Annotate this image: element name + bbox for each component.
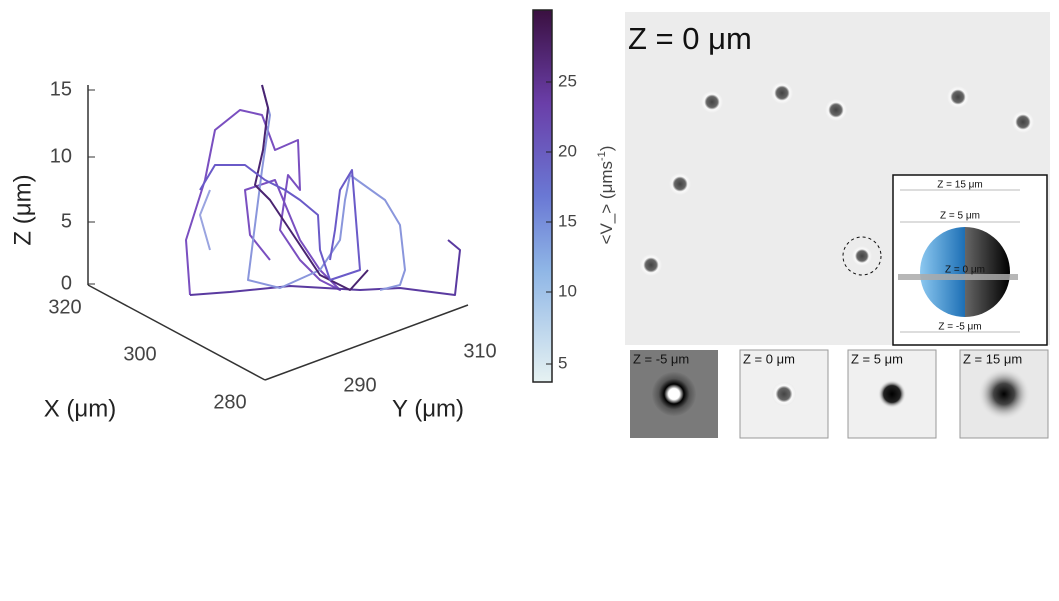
panel-label: Z = 0 μm <box>743 351 795 366</box>
colorbar-tick-label: 20 <box>558 141 577 160</box>
colorbar-label-sup: -1 <box>596 151 608 161</box>
inset-label: Z = 15 μm <box>937 180 983 191</box>
panel-label: Z = 5 μm <box>851 351 903 366</box>
colorbar <box>532 9 553 383</box>
colorbar-tick-label: 10 <box>558 281 577 300</box>
inset <box>892 174 1048 346</box>
x-axis-label: X (μm) <box>44 395 116 422</box>
colorbar-label-main: <V_> (μms <box>597 161 616 245</box>
panels <box>630 349 1049 439</box>
axes-3d <box>87 85 469 381</box>
trajectory <box>185 84 461 296</box>
z-tick-label: 0 <box>61 272 72 294</box>
z-tick-label: 10 <box>50 145 72 167</box>
y-tick-label: 310 <box>463 340 496 362</box>
y-axis-label: Y (μm) <box>392 395 464 422</box>
colorbar-label-end: ) <box>597 146 616 152</box>
panel-label: Z = -5 μm <box>633 351 689 366</box>
y-tick-label: 290 <box>343 374 376 396</box>
panel-label: Z = 15 μm <box>963 351 1022 366</box>
colorbar-label: <V_> (μms-1) <box>596 146 617 245</box>
z-tick-label: 15 <box>50 78 72 100</box>
inset-label: Z = 5 μm <box>940 211 980 222</box>
inset-label: Z = -5 μm <box>938 322 981 333</box>
inset-label: Z = 0 μm <box>945 265 985 276</box>
x-tick-label: 300 <box>123 343 156 365</box>
colorbar-tick-label: 5 <box>558 353 567 372</box>
particles <box>640 82 1034 276</box>
micrograph-title: Z = 0 μm <box>628 21 752 56</box>
x-tick-label: 320 <box>48 296 81 318</box>
z-tick-label: 5 <box>61 210 72 232</box>
z-axis-label: Z (μm) <box>9 174 36 245</box>
colorbar-tick-label: 15 <box>558 211 577 230</box>
colorbar-tick-label: 25 <box>558 71 577 90</box>
x-tick-label: 280 <box>213 391 246 413</box>
